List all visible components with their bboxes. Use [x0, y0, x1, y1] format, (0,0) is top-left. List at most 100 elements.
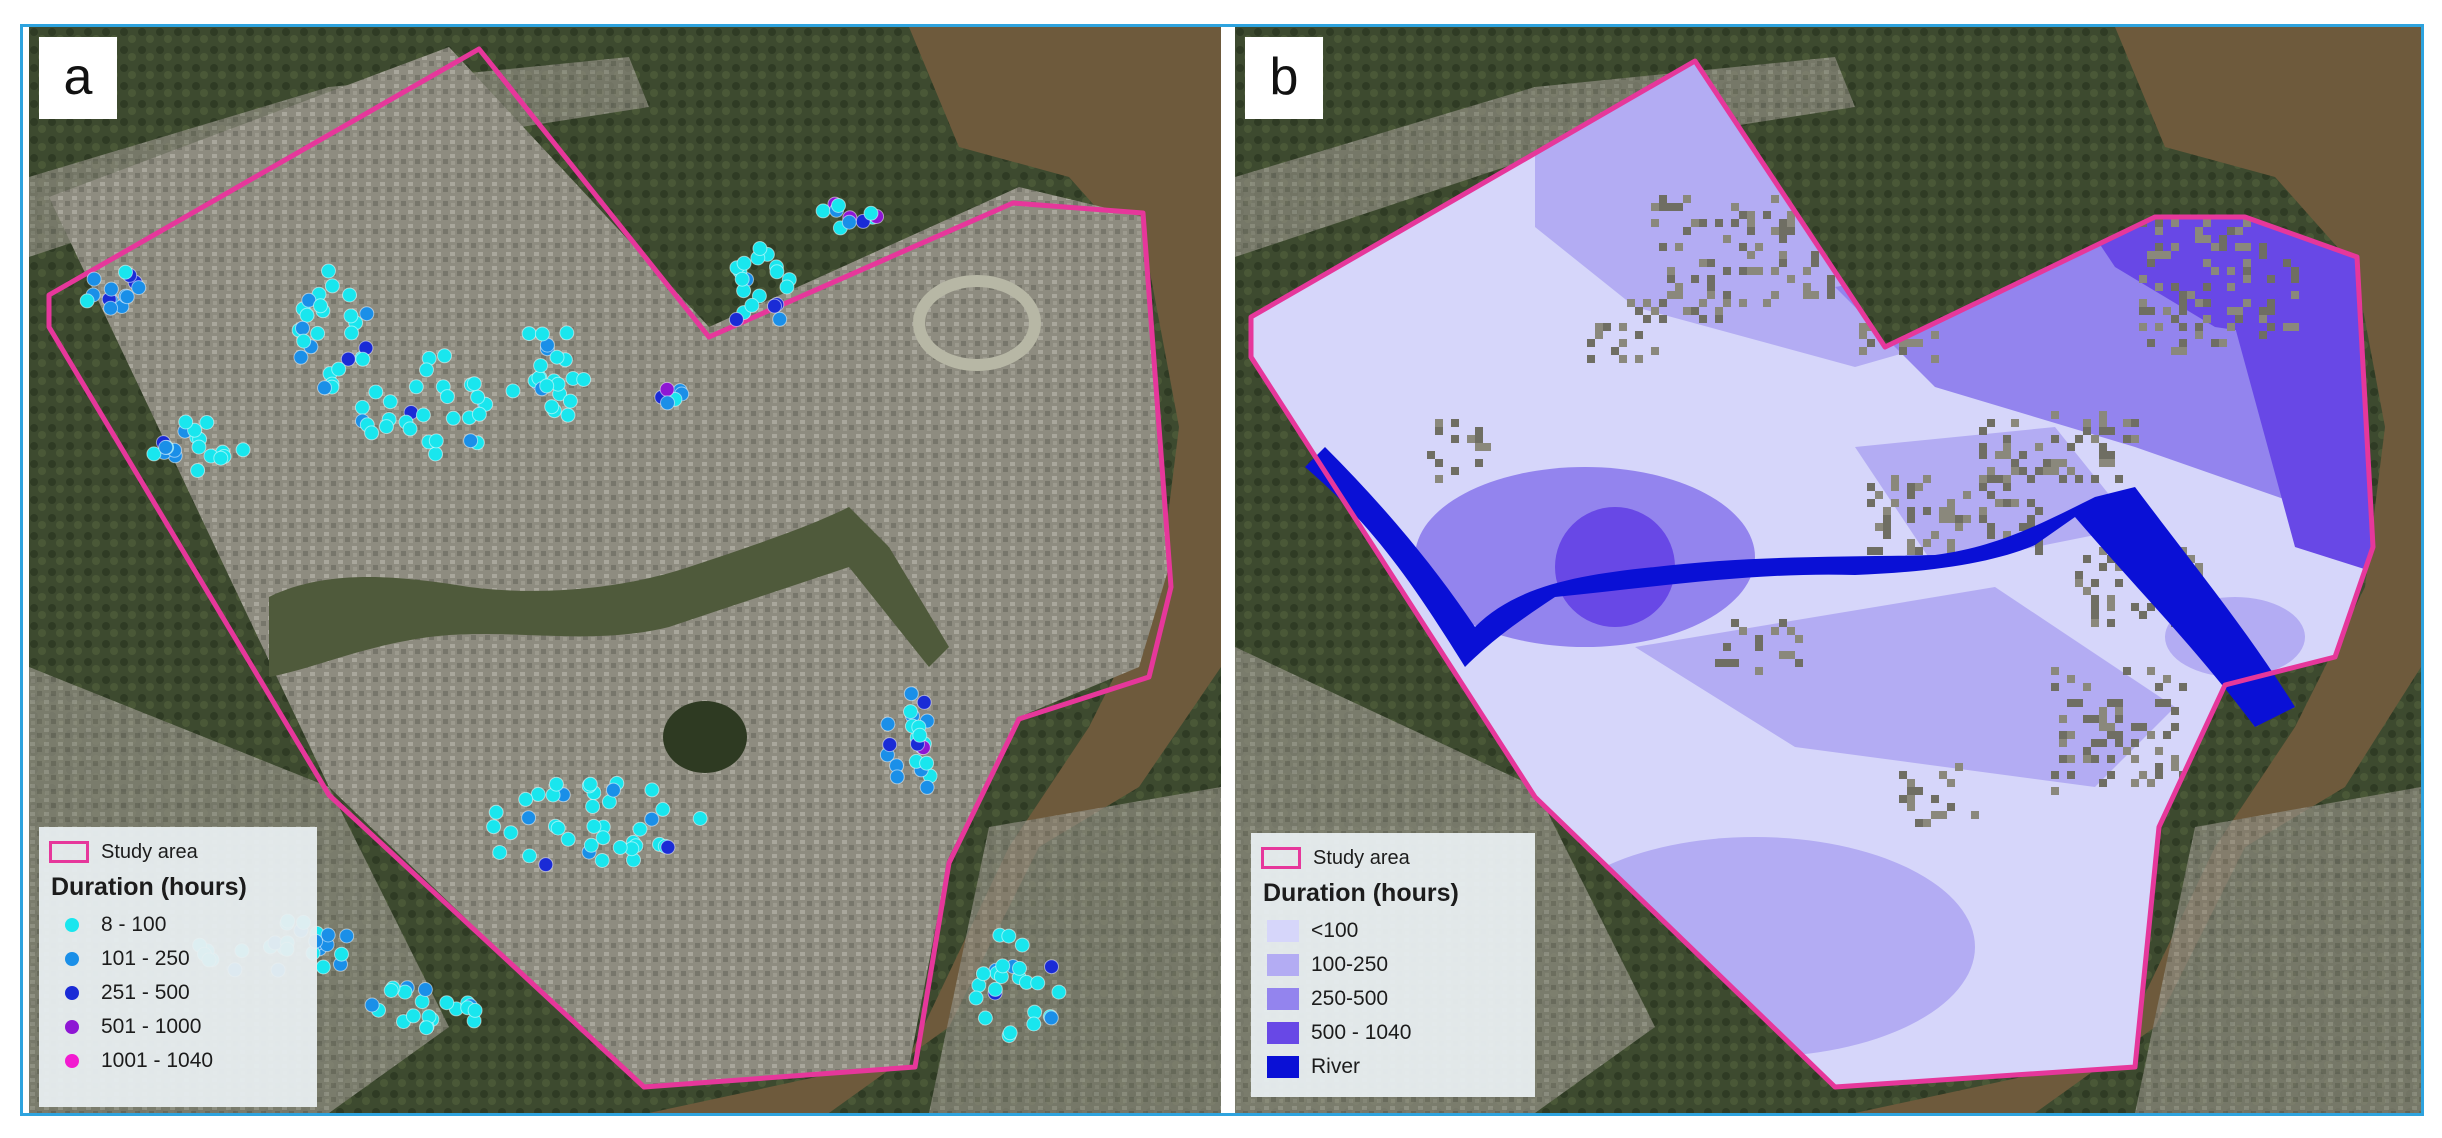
urban-pixel [2131, 755, 2139, 763]
urban-pixel [2067, 443, 2075, 451]
urban-pixel [2003, 531, 2011, 539]
flood-point [299, 307, 315, 323]
urban-pixel [2051, 787, 2059, 795]
urban-pixel [2091, 475, 2099, 483]
urban-pixel [2267, 299, 2275, 307]
urban-pixel [1435, 459, 1443, 467]
urban-pixel [2291, 291, 2299, 299]
urban-pixel [2147, 731, 2155, 739]
urban-pixel [2187, 291, 2195, 299]
urban-pixel [2067, 755, 2075, 763]
flood-point [975, 966, 991, 982]
urban-pixel [1899, 339, 1907, 347]
flood-point [594, 853, 610, 868]
urban-pixel [2211, 267, 2219, 275]
urban-pixel [1907, 539, 1915, 547]
urban-pixel [2083, 747, 2091, 755]
urban-pixel [1475, 459, 1483, 467]
urban-pixel [2075, 435, 2083, 443]
urban-pixel [1939, 515, 1947, 523]
flood-point [549, 349, 565, 365]
urban-pixel [2155, 323, 2163, 331]
flood-point [321, 263, 336, 279]
legend-box-2 [1267, 988, 1299, 1010]
urban-pixel [2155, 747, 2163, 755]
urban-pixel [1907, 507, 1915, 515]
flood-point [1014, 937, 1030, 953]
legend-class-label: 101 - 250 [101, 947, 190, 970]
urban-pixel [1987, 419, 1995, 427]
flood-point [831, 198, 846, 213]
urban-pixel [1779, 227, 1787, 235]
river-main [1855, 27, 2421, 1113]
urban-pixel [1995, 499, 2003, 507]
urban-pixel [1811, 291, 1819, 299]
legend-dot-0 [65, 918, 79, 932]
flood-point [530, 786, 546, 802]
urban-pixel [1867, 339, 1875, 347]
legend-box-4 [1267, 1056, 1299, 1078]
urban-pixel [2195, 227, 2203, 235]
flood-point [405, 1008, 421, 1024]
urban-pixel [2131, 723, 2139, 731]
urban-pixel [1771, 627, 1779, 635]
urban-pixel [1651, 307, 1659, 315]
legend-class-label: River [1311, 1055, 1361, 1078]
flood-point [912, 727, 928, 743]
urban-pixel [2107, 595, 2115, 603]
urban-pixel [2195, 299, 2203, 307]
urban-pixel [2147, 259, 2155, 267]
flood-point [378, 419, 394, 435]
urban-pixel [1435, 427, 1443, 435]
urban-pixel [2051, 459, 2059, 467]
flood-point [439, 995, 455, 1011]
urban-pixel [2059, 755, 2067, 763]
flood-point [644, 782, 660, 798]
urban-pixel [1771, 195, 1779, 203]
urban-pixel [2211, 339, 2219, 347]
urban-pixel [2147, 779, 2155, 787]
urban-pixel [2227, 227, 2235, 235]
urban-pixel [2235, 315, 2243, 323]
urban-pixel [2115, 739, 2123, 747]
urban-pixel [1699, 219, 1707, 227]
urban-pixel [1723, 267, 1731, 275]
urban-pixel [1731, 619, 1739, 627]
urban-pixel [2243, 275, 2251, 283]
study-area-outline-b [1248, 58, 2376, 1090]
urban-pixel [1779, 251, 1787, 259]
urban-pixel [1827, 283, 1835, 291]
legend-class-row: <100 [1261, 914, 1521, 948]
urban-pixel [1675, 291, 1683, 299]
urban-pixel [1755, 635, 1763, 643]
urban-pixel [2099, 715, 2107, 723]
urban-pixel [2171, 347, 2179, 355]
flood-point [1043, 1010, 1059, 1026]
flood-point [79, 293, 95, 309]
flood-point [562, 393, 578, 409]
urban-pixel [1779, 651, 1787, 659]
urban-pixel [1979, 507, 1987, 515]
urban-pixel [2291, 267, 2299, 275]
flood-point [331, 361, 347, 377]
urban-pixel [2163, 307, 2171, 315]
urban-pixel [2147, 339, 2155, 347]
urban-pixel [1691, 307, 1699, 315]
legend-class-label: <100 [1311, 919, 1359, 942]
urban-pixel [2107, 619, 2115, 627]
urban-pixel [2019, 523, 2027, 531]
urban-pixel [1915, 339, 1923, 347]
urban-pixel [1955, 515, 1963, 523]
urban-pixel [1899, 771, 1907, 779]
urban-pixel [1931, 531, 1939, 539]
urban-pixel [2107, 771, 2115, 779]
flood-point [293, 349, 309, 365]
urban-pixel [1787, 211, 1795, 219]
flood-point [1044, 959, 1059, 975]
urban-pixel [2091, 619, 2099, 627]
urban-pixel [1907, 787, 1915, 795]
urban-pixel [2131, 419, 2139, 427]
urban-pixel [2243, 299, 2251, 307]
urban-pixel [2171, 755, 2179, 763]
urban-pixel [1779, 619, 1787, 627]
